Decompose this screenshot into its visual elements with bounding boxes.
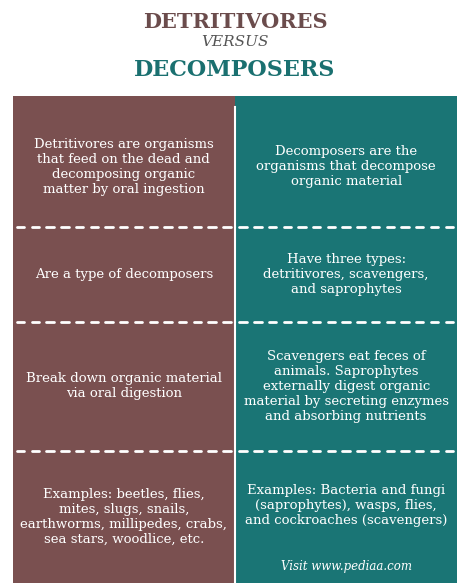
Bar [13, 227, 235, 322]
Bar [235, 451, 457, 583]
Text: VERSUS: VERSUS [201, 35, 269, 50]
Text: Have three types:
detritivores, scavengers,
and saprophytes: Have three types: detritivores, scavenge… [264, 252, 429, 296]
Text: Are a type of decomposers: Are a type of decomposers [35, 268, 213, 280]
Bar [13, 107, 235, 227]
Text: Examples: beetles, flies,
mites, slugs, snails,
earthworms, millipedes, crabs,
s: Examples: beetles, flies, mites, slugs, … [20, 488, 227, 546]
Bar [13, 96, 235, 107]
Text: DETRITIVORES: DETRITIVORES [143, 12, 327, 32]
Bar [235, 107, 457, 227]
Bar [235, 96, 457, 107]
Text: Decomposers are the
organisms that decompose
organic material: Decomposers are the organisms that decom… [257, 145, 436, 188]
Text: Break down organic material
via oral digestion: Break down organic material via oral dig… [26, 373, 222, 401]
Bar [13, 322, 235, 451]
Text: Examples: Bacteria and fungi
(saprophytes), wasps, flies,
and cockroaches (scave: Examples: Bacteria and fungi (saprophyte… [245, 484, 447, 527]
Text: Visit www.pediaa.com: Visit www.pediaa.com [280, 560, 412, 573]
Bar [235, 227, 457, 322]
Bar [13, 451, 235, 583]
Text: Scavengers eat feces of
animals. Saprophytes
externally digest organic
material : Scavengers eat feces of animals. Saproph… [244, 350, 449, 423]
Text: DECOMPOSERS: DECOMPOSERS [134, 59, 336, 81]
Bar [235, 322, 457, 451]
Text: Detritivores are organisms
that feed on the dead and
decomposing organic
matter : Detritivores are organisms that feed on … [34, 138, 214, 196]
